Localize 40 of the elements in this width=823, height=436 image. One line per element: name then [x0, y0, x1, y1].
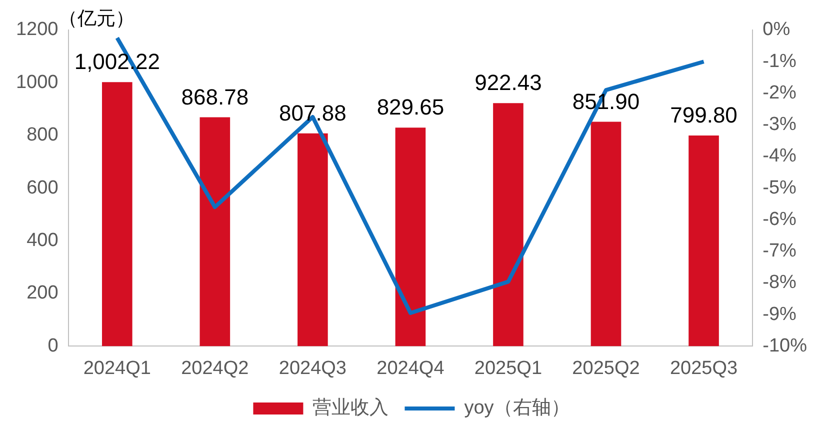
- data-label: 807.88: [279, 100, 346, 126]
- x-tick-label: 2025Q1: [474, 358, 542, 379]
- y-tick-label: 600: [26, 177, 58, 198]
- y2-tick-label: 0%: [762, 19, 790, 40]
- y2-tick-label: -7%: [762, 240, 797, 262]
- data-label: 868.78: [181, 84, 249, 110]
- y2-tick-label: -4%: [762, 146, 797, 167]
- y2-tick-label: -9%: [762, 304, 797, 325]
- y2-tick-label: -10%: [762, 335, 808, 356]
- y-tick-label: 200: [26, 282, 58, 304]
- y-tick-label: 1000: [16, 72, 58, 93]
- x-tick-label: 2025Q2: [572, 358, 640, 379]
- data-label: 922.43: [474, 70, 542, 96]
- y2-tick-label: -5%: [762, 177, 797, 198]
- y-tick-label: 1200: [16, 19, 58, 40]
- bar: [590, 122, 622, 346]
- bar: [298, 133, 328, 346]
- y-tick-label: 400: [26, 230, 58, 252]
- legend-label: yoy（右轴）: [464, 398, 570, 419]
- x-tick-label: 2024Q2: [181, 358, 249, 379]
- y2-tick-label: -1%: [762, 50, 797, 72]
- x-tick-label: 2024Q3: [278, 358, 346, 379]
- bar: [493, 103, 524, 346]
- y2-tick-label: -3%: [762, 114, 797, 136]
- y-tick-label: 800: [26, 124, 58, 146]
- data-label: 829.65: [376, 94, 444, 120]
- y-axis-title: （亿元）: [58, 8, 134, 30]
- bar: [200, 117, 230, 346]
- x-tick-label: 2024Q1: [83, 358, 151, 379]
- bar: [395, 128, 426, 346]
- bar: [102, 82, 132, 346]
- y2-tick-label: -6%: [762, 208, 797, 230]
- bar: [688, 135, 719, 346]
- x-tick-label: 2025Q3: [670, 358, 738, 379]
- y-tick-label: 0: [48, 335, 58, 356]
- y2-tick-label: -2%: [762, 82, 797, 104]
- y2-tick-label: -8%: [762, 272, 797, 294]
- data-label: 799.80: [670, 102, 738, 128]
- x-tick-label: 2024Q4: [376, 358, 445, 379]
- legend-label: 营业收入: [312, 398, 389, 419]
